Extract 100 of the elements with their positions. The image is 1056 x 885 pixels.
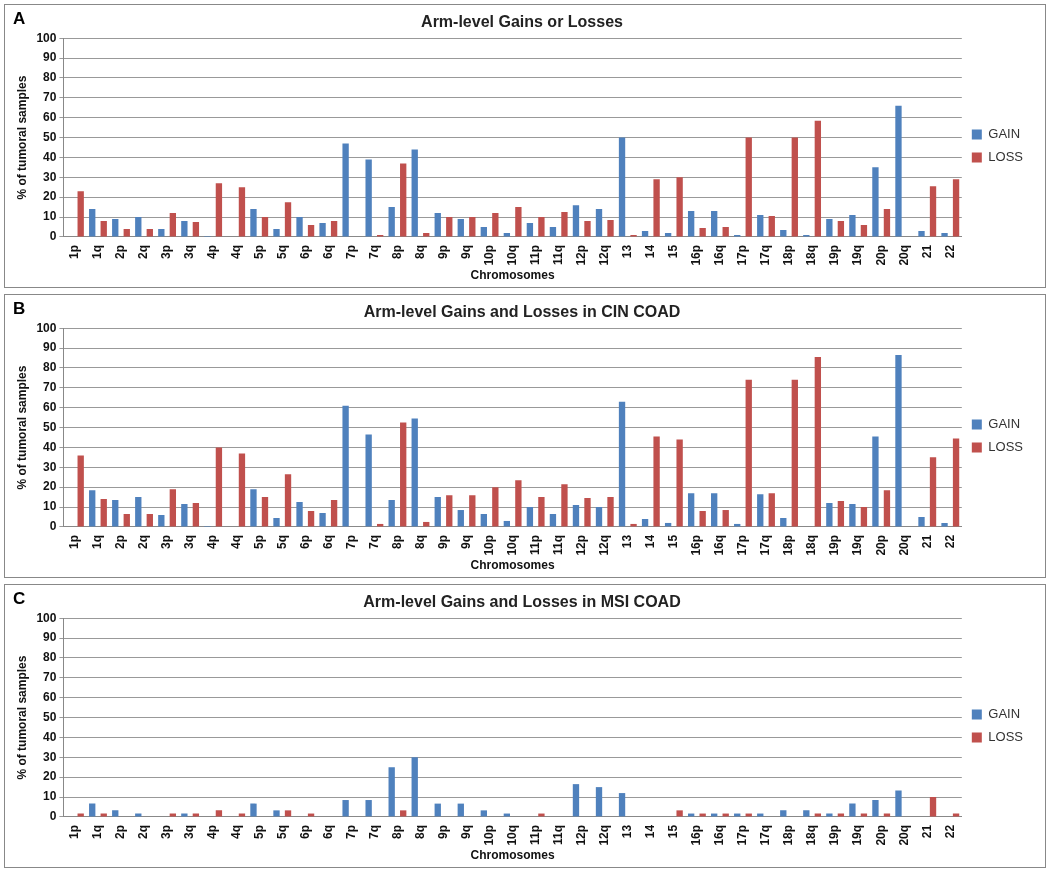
bar <box>584 221 591 237</box>
x-tick-label: 13 <box>620 244 635 259</box>
bar <box>411 149 418 237</box>
x-tick-label: 7p <box>343 824 358 839</box>
bar <box>296 502 303 527</box>
x-tick-label: 3p <box>159 824 174 839</box>
bar <box>192 503 200 527</box>
y-tick-label: 30 <box>43 459 57 474</box>
bar <box>699 227 706 237</box>
x-tick-label: 19p <box>827 534 842 556</box>
bar <box>768 216 775 237</box>
x-tick-label: 2q <box>136 534 151 549</box>
legend-label: GAIN <box>988 706 1021 722</box>
x-tick-label: 2q <box>136 244 151 259</box>
bar <box>469 217 476 237</box>
bar <box>273 810 280 817</box>
bar <box>400 810 407 817</box>
bar <box>653 436 660 527</box>
bar <box>918 230 925 237</box>
x-tick-label: 9q <box>458 534 473 549</box>
x-tick-label: 2p <box>113 534 128 549</box>
bar <box>803 810 810 817</box>
bar <box>687 211 695 237</box>
x-tick-label: 4q <box>228 824 243 839</box>
bar <box>780 810 787 817</box>
x-tick-label: 6q <box>320 534 335 549</box>
bar <box>595 787 603 817</box>
bar <box>872 436 879 527</box>
x-tick-label: 11p <box>527 244 542 265</box>
bar <box>676 810 683 817</box>
bar <box>941 522 948 527</box>
bar <box>342 405 349 527</box>
x-axis-title: Chromosomes <box>470 558 555 573</box>
x-tick-label: 20p <box>873 824 888 846</box>
x-tick-label: 21 <box>919 244 934 259</box>
bar <box>711 493 718 527</box>
bar <box>584 498 591 527</box>
y-tick-label: 20 <box>43 769 57 784</box>
x-tick-label: 22 <box>942 244 957 259</box>
x-tick-label: 13 <box>620 824 635 839</box>
y-tick-label: 90 <box>43 340 57 355</box>
bar <box>595 209 603 237</box>
x-tick-label: 1q <box>90 534 105 549</box>
bar <box>526 223 534 237</box>
y-tick-label: 90 <box>43 50 57 65</box>
y-tick-label: 50 <box>43 129 57 144</box>
bar <box>687 493 695 527</box>
bar <box>284 810 292 817</box>
bar <box>883 209 891 237</box>
y-axis-title: % of tumoral samples <box>14 75 29 200</box>
bar <box>250 489 257 527</box>
x-tick-label: 19q <box>850 824 865 846</box>
bar <box>492 487 499 527</box>
bar <box>561 484 568 527</box>
bar <box>618 137 626 237</box>
bar <box>434 213 441 237</box>
y-tick-label: 0 <box>49 229 57 244</box>
bar <box>400 422 407 527</box>
x-tick-label: 5q <box>274 534 289 549</box>
x-tick-label: 18q <box>804 534 819 556</box>
y-tick-label: 50 <box>43 709 57 724</box>
legend-label: LOSS <box>988 439 1024 455</box>
bar <box>595 507 603 527</box>
text: C <box>13 589 26 609</box>
bar <box>515 480 522 527</box>
bar <box>837 221 845 237</box>
bar <box>261 497 269 527</box>
bar <box>768 493 775 527</box>
x-tick-label: 16q <box>712 244 727 266</box>
bar <box>952 438 960 527</box>
bar <box>238 187 246 237</box>
x-tick-label: 6p <box>297 534 312 549</box>
bar <box>284 474 292 527</box>
bar <box>561 212 568 237</box>
x-tick-label: 5q <box>274 824 289 839</box>
bar <box>319 223 326 237</box>
bar <box>123 514 130 527</box>
x-tick-label: 20p <box>873 244 888 266</box>
bar <box>365 159 372 237</box>
bar <box>411 757 418 817</box>
y-tick-label: 60 <box>43 690 57 704</box>
bar <box>169 213 177 237</box>
bar <box>135 497 142 527</box>
bar <box>181 221 188 237</box>
x-tick-label: 20q <box>896 824 911 846</box>
bar <box>89 209 96 237</box>
bar <box>929 186 937 237</box>
y-tick-label: 80 <box>43 70 57 85</box>
x-tick-label: 17q <box>758 534 773 556</box>
bar <box>146 514 153 527</box>
bar <box>480 514 487 527</box>
bar <box>411 418 418 527</box>
x-tick-label: 5p <box>251 244 266 259</box>
bar <box>780 517 787 527</box>
x-tick-label: 10p <box>481 824 496 846</box>
bar <box>135 217 142 237</box>
x-tick-label: 7q <box>366 534 381 549</box>
bar <box>89 490 96 527</box>
bar <box>860 225 868 237</box>
bar <box>215 183 223 237</box>
